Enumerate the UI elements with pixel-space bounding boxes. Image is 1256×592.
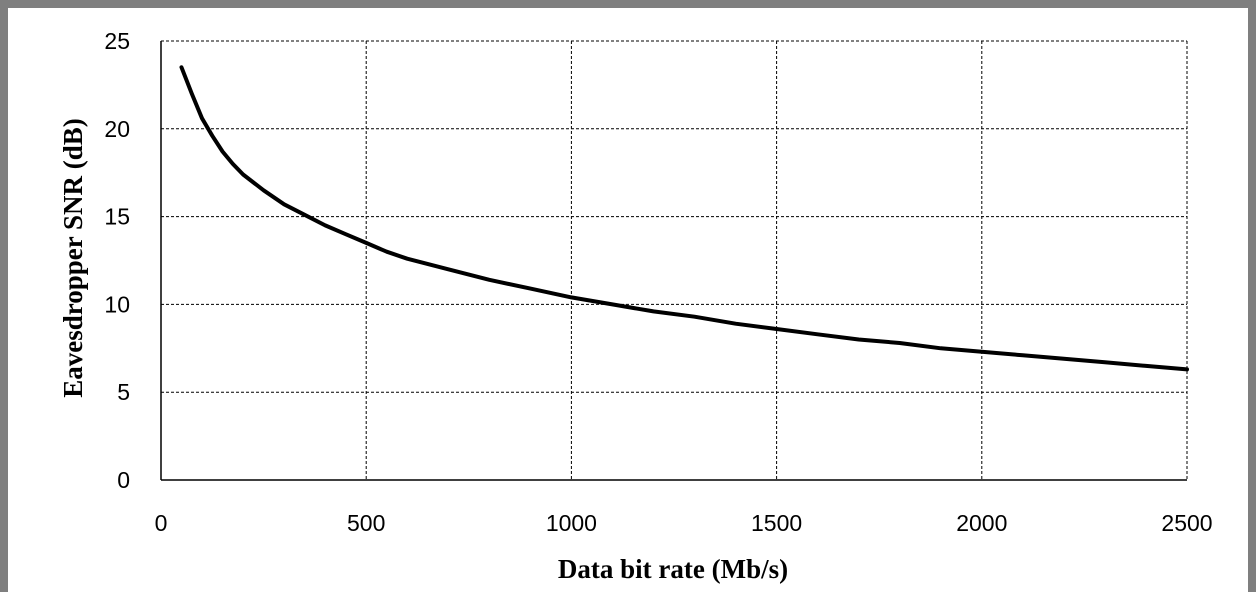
x-tick-label: 0 xyxy=(155,510,168,536)
y-tick-label: 15 xyxy=(104,204,130,230)
y-tick-label: 0 xyxy=(117,467,130,493)
tick-labels: 0 5 10 15 20 25 0 500 1000 1500 2000 2500 xyxy=(104,28,1212,536)
y-axis-title: Eavesdropper SNR (dB) xyxy=(58,118,88,398)
y-tick-label: 5 xyxy=(117,379,130,405)
x-tick-label: 1000 xyxy=(546,510,597,536)
y-tick-label: 25 xyxy=(104,28,130,54)
axes xyxy=(160,41,1187,481)
y-tick-label: 10 xyxy=(104,291,130,317)
grid-lines xyxy=(161,40,1188,480)
y-tick-label: 20 xyxy=(104,116,130,142)
x-tick-label: 2500 xyxy=(1161,510,1212,536)
x-axis-title: Data bit rate (Mb/s) xyxy=(558,554,788,584)
x-tick-label: 500 xyxy=(347,510,385,536)
series-line xyxy=(179,65,1189,372)
x-tick-label: 1500 xyxy=(751,510,802,536)
x-tick-label: 2000 xyxy=(956,510,1007,536)
series-lines xyxy=(179,65,1189,372)
